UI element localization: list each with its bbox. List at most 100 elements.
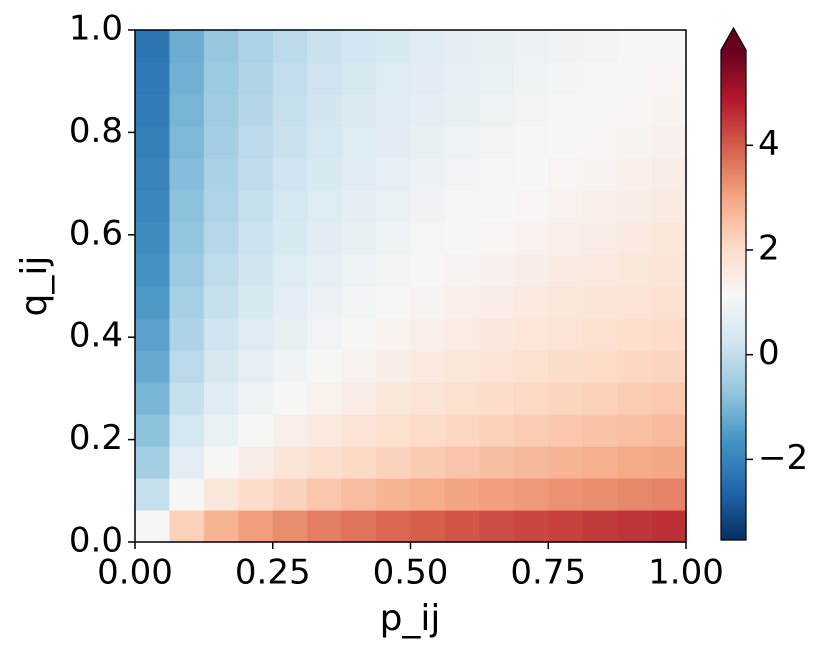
heatmap-cell — [410, 254, 446, 287]
heatmap-cell — [272, 318, 308, 351]
heatmap-cell — [479, 382, 515, 415]
heatmap-cell — [307, 446, 343, 479]
heatmap-cell — [169, 62, 205, 95]
heatmap-cell — [651, 30, 687, 63]
heatmap-cell — [651, 94, 687, 127]
heatmap-cell — [203, 510, 239, 543]
heatmap-cell — [444, 30, 480, 63]
colorbar-tick-label: 0 — [758, 333, 780, 373]
heatmap-cell — [513, 30, 549, 63]
x-tick-label: 1.00 — [648, 553, 724, 593]
heatmap-cell — [135, 318, 171, 351]
x-tick-label: 0.50 — [373, 553, 449, 593]
heatmap-cell — [617, 318, 653, 351]
heatmap-cell — [272, 254, 308, 287]
heatmap-cell — [272, 446, 308, 479]
heatmap-cell — [479, 510, 515, 543]
heatmap-cell — [444, 254, 480, 287]
heatmap-cell — [444, 446, 480, 479]
heatmap-cell — [548, 254, 584, 287]
heatmap-cell — [203, 126, 239, 159]
heatmap-cell — [582, 254, 618, 287]
heatmap-cell — [203, 30, 239, 63]
heatmap-cell — [272, 94, 308, 127]
heatmap-cell — [169, 382, 205, 415]
heatmap-cell — [548, 318, 584, 351]
y-tick-label: 1.0 — [69, 9, 123, 49]
y-tick-label: 0.4 — [69, 316, 123, 356]
heatmap-cell — [513, 446, 549, 479]
heatmap-cell — [479, 158, 515, 191]
heatmap-cell — [513, 254, 549, 287]
heatmap-cell — [617, 350, 653, 383]
heatmap-cell — [203, 190, 239, 223]
heatmap-cell — [376, 414, 412, 447]
heatmap-cell — [651, 414, 687, 447]
heatmap-cell — [479, 318, 515, 351]
heatmap-cell — [548, 446, 584, 479]
heatmap-cell — [410, 190, 446, 223]
heatmap-cell — [272, 286, 308, 319]
heatmap-cell — [169, 126, 205, 159]
heatmap-cell — [617, 222, 653, 255]
heatmap-cell — [238, 190, 274, 223]
heatmap-cell — [617, 414, 653, 447]
heatmap-cell — [582, 478, 618, 511]
heatmap-cell — [238, 414, 274, 447]
heatmap-cell — [513, 414, 549, 447]
heatmap-cell — [135, 126, 171, 159]
heatmap-cell — [238, 62, 274, 95]
heatmap-cell — [548, 382, 584, 415]
heatmap-cell — [272, 62, 308, 95]
heatmap-cell — [341, 382, 377, 415]
heatmap-cell — [444, 126, 480, 159]
heatmap-cell — [444, 158, 480, 191]
heatmap-cell — [479, 286, 515, 319]
heatmap-cell — [203, 414, 239, 447]
heatmap-cell — [444, 478, 480, 511]
heatmap-cell — [410, 62, 446, 95]
heatmap-cell — [617, 286, 653, 319]
heatmap-cell — [651, 446, 687, 479]
heatmap-cell — [651, 286, 687, 319]
heatmap-cell — [548, 222, 584, 255]
heatmap-cell — [307, 318, 343, 351]
heatmap-cell — [479, 94, 515, 127]
heatmap-cell — [238, 446, 274, 479]
heatmap-cell — [548, 478, 584, 511]
heatmap-cell — [444, 94, 480, 127]
heatmap-cell — [479, 190, 515, 223]
heatmap-cell — [341, 62, 377, 95]
heatmap-cell — [169, 254, 205, 287]
heatmap-cell — [617, 478, 653, 511]
heatmap-cell — [513, 510, 549, 543]
heatmap-cell — [376, 62, 412, 95]
heatmap-cell — [272, 510, 308, 543]
heatmap-cell — [203, 478, 239, 511]
heatmap-cell — [513, 94, 549, 127]
heatmap-cell — [479, 30, 515, 63]
heatmap-cell — [341, 126, 377, 159]
heatmap-cell — [135, 158, 171, 191]
heatmap-cell — [307, 190, 343, 223]
heatmap-cell — [376, 254, 412, 287]
heatmap-cell — [513, 190, 549, 223]
heatmap-cell — [410, 94, 446, 127]
heatmap-cell — [135, 30, 171, 63]
heatmap-cell — [513, 222, 549, 255]
heatmap-cell — [548, 126, 584, 159]
heatmap-cell — [376, 478, 412, 511]
heatmap-cell — [307, 254, 343, 287]
heatmap-cell — [341, 318, 377, 351]
heatmap-cell — [238, 158, 274, 191]
heatmap-cell — [203, 254, 239, 287]
heatmap-cell — [272, 158, 308, 191]
heatmap-cell — [307, 382, 343, 415]
heatmap-cell — [479, 350, 515, 383]
y-tick-label: 0.6 — [69, 213, 123, 253]
colorbar-frame — [720, 26, 747, 541]
heatmap-cell — [307, 286, 343, 319]
heatmap-cell — [548, 350, 584, 383]
heatmap-cell — [479, 446, 515, 479]
heatmap-cell — [376, 446, 412, 479]
